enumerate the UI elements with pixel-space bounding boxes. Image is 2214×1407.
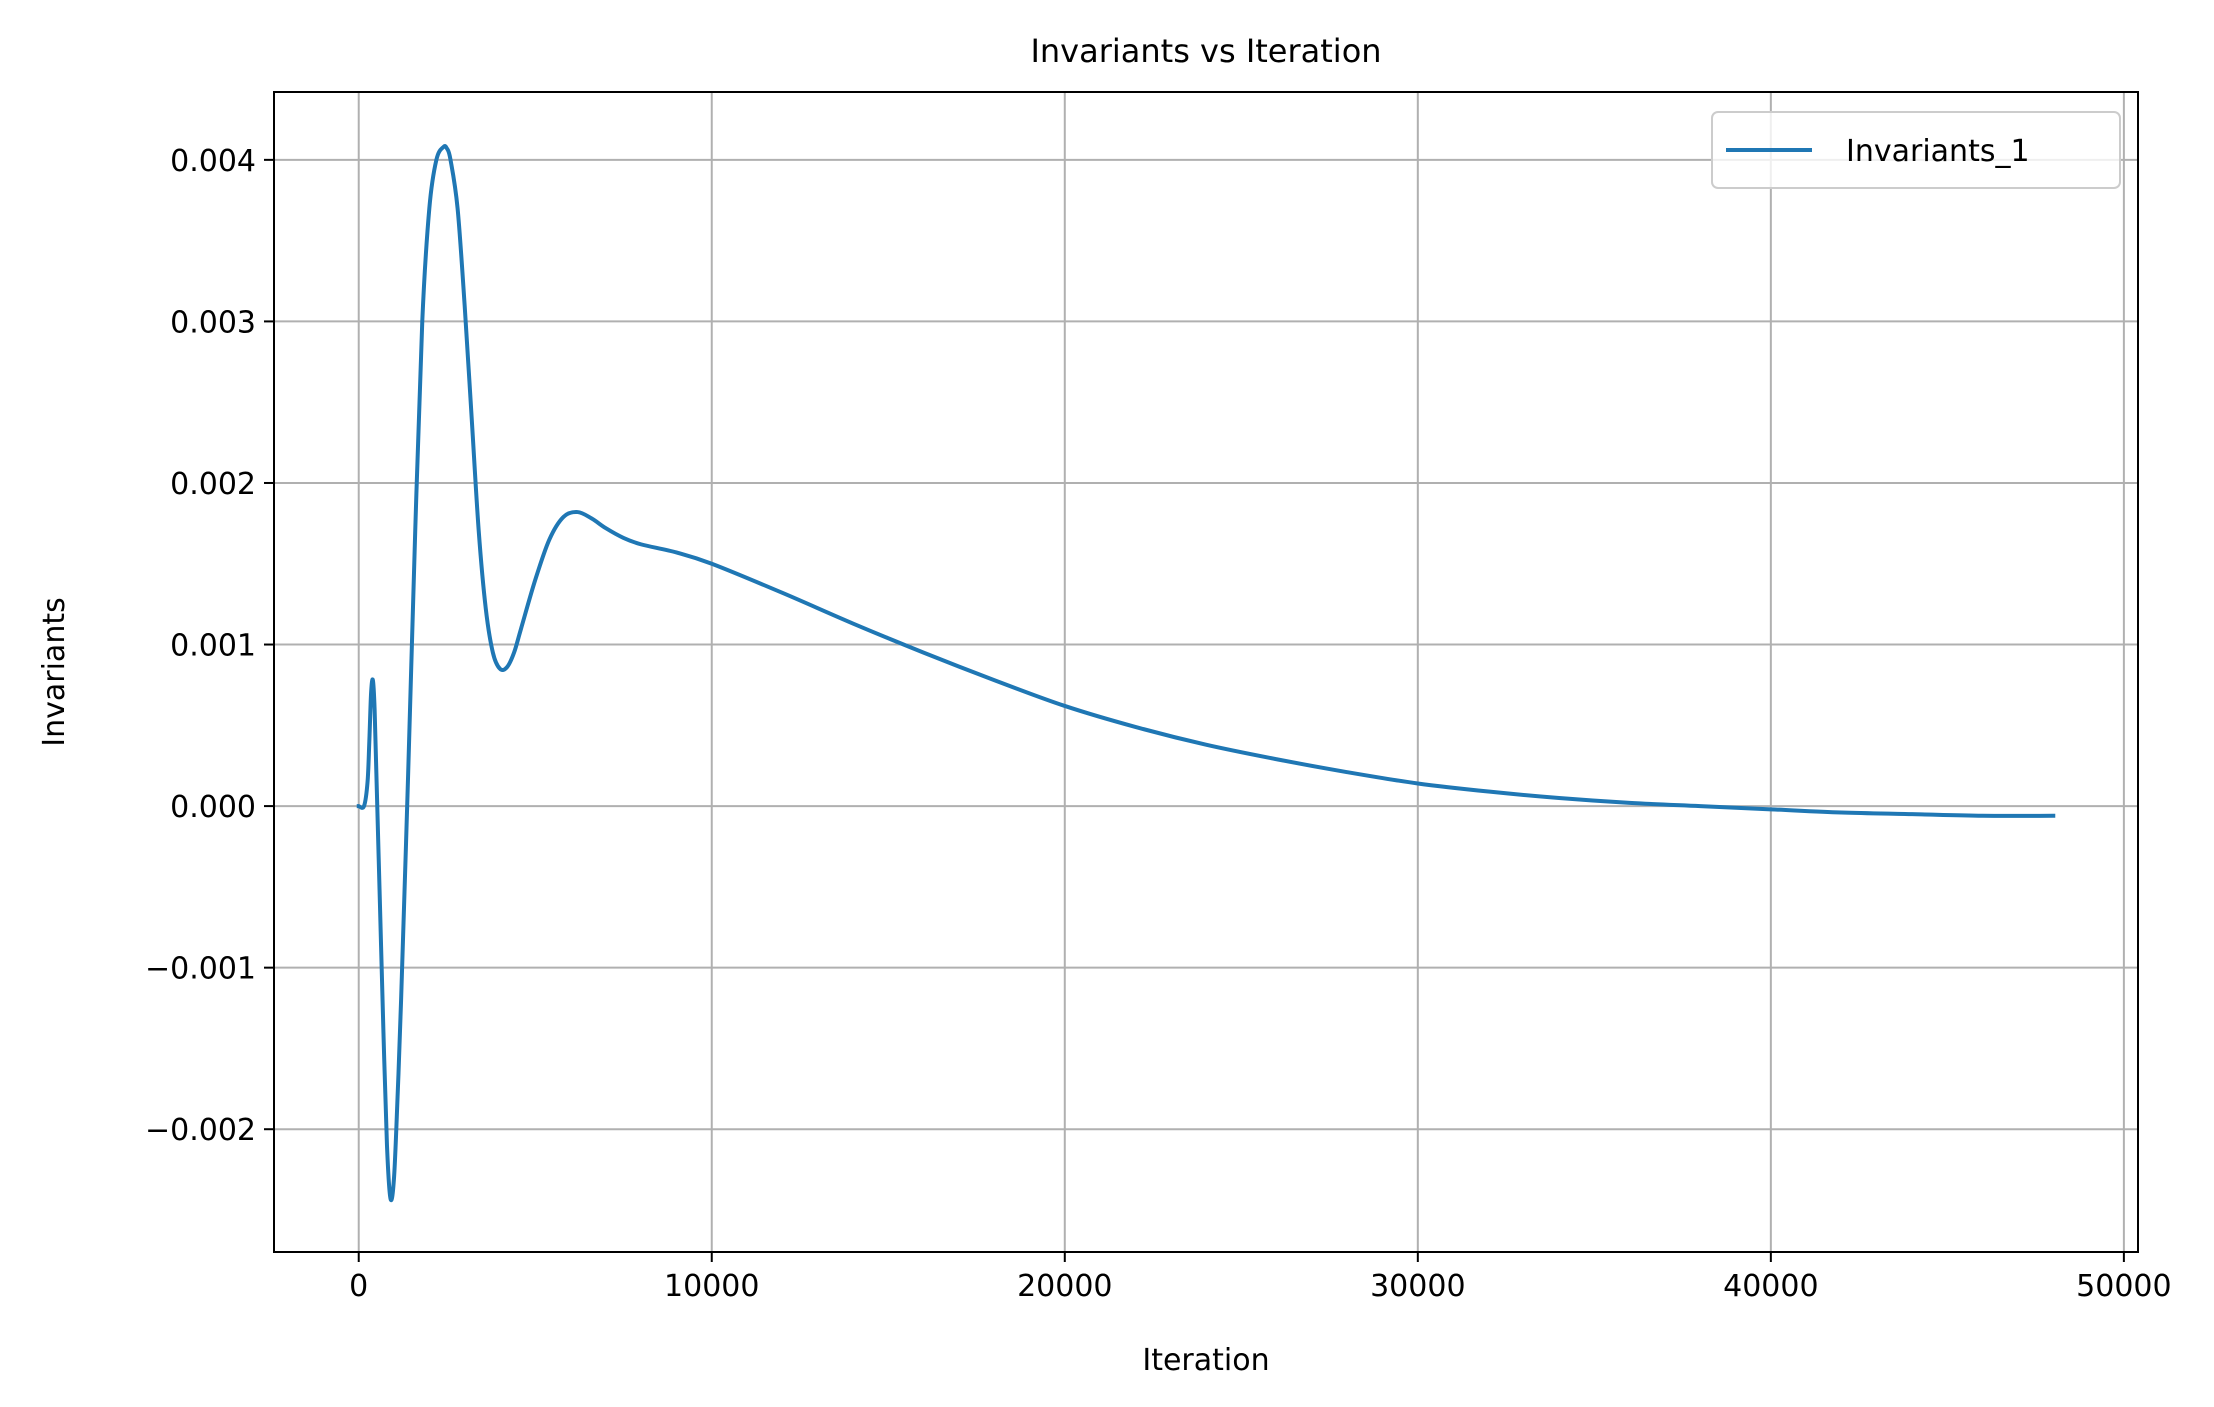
y-tick-label: 0.002	[170, 467, 256, 502]
legend-label: Invariants_1	[1846, 134, 2030, 169]
plot-frame	[273, 91, 2139, 1253]
x-tick-label: 0	[349, 1269, 368, 1304]
y-tick-label: −0.002	[145, 1113, 256, 1148]
x-axis-label: Iteration	[1142, 1343, 1269, 1378]
x-tick-label: 20000	[1017, 1269, 1112, 1304]
x-tick-label: 10000	[664, 1269, 759, 1304]
y-tick-label: 0.004	[170, 144, 256, 179]
chart-title: Invariants vs Iteration	[1030, 32, 1381, 70]
y-tick-label: −0.001	[145, 952, 256, 987]
x-tick-label: 30000	[1370, 1269, 1465, 1304]
x-tick-label: 40000	[1723, 1269, 1818, 1304]
y-axis-label: Invariants	[37, 597, 72, 746]
x-tick-label: 50000	[2076, 1269, 2171, 1304]
series-layer	[356, 144, 2056, 1203]
y-tick-label: 0.000	[170, 790, 256, 825]
tick-layer: 0 10000 20000 30000 40000 50000 −0.002 −0.001 0.…	[145, 144, 2172, 1304]
y-tick-label: 0.003	[170, 305, 256, 340]
legend-box	[1711, 111, 2121, 189]
legend: Invariants_1	[1711, 111, 2121, 189]
series-line-Invariants_1	[356, 144, 2056, 1203]
y-tick-label: 0.001	[170, 629, 256, 664]
